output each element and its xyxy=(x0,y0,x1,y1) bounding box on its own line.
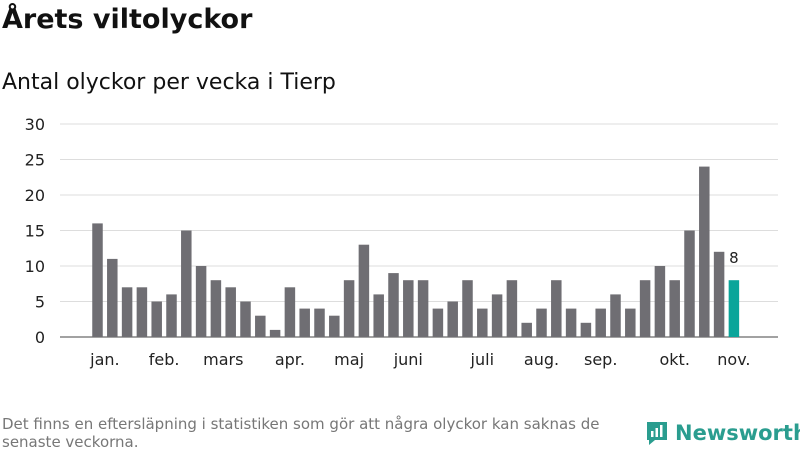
y-tick-label: 15 xyxy=(25,222,45,241)
bar xyxy=(639,280,651,337)
bar xyxy=(240,301,251,337)
x-tick-label: juni xyxy=(393,350,423,369)
bar xyxy=(728,280,740,337)
bar xyxy=(136,287,148,337)
bar xyxy=(388,273,399,337)
x-tick-label: apr. xyxy=(275,350,305,369)
bar xyxy=(521,322,532,337)
chart-subtitle: Antal olyckor per vecka i Tierp xyxy=(2,70,336,95)
bar xyxy=(595,308,606,337)
bar xyxy=(447,301,458,337)
bar xyxy=(580,322,592,337)
bar xyxy=(610,294,621,337)
bar-chart: 0 5 10 15 20 25 30 8 jan. feb. mars apr. maj juni juli… xyxy=(25,115,778,369)
x-tick-label: okt. xyxy=(659,350,689,369)
bar xyxy=(210,280,222,337)
bar xyxy=(255,315,266,337)
bar xyxy=(151,301,162,337)
x-tick-label: sep. xyxy=(584,350,617,369)
bar xyxy=(166,294,177,337)
brand-logo: Newsworthy xyxy=(645,420,800,446)
bar xyxy=(121,287,133,337)
x-tick-label: feb. xyxy=(149,350,180,369)
bar xyxy=(225,287,236,337)
bar xyxy=(403,280,414,337)
bar xyxy=(654,266,666,337)
bar xyxy=(299,308,310,337)
bar xyxy=(314,308,325,337)
bar xyxy=(699,166,710,337)
bar xyxy=(551,280,562,337)
x-tick-label: maj xyxy=(334,350,364,369)
x-tick-label: juli xyxy=(470,350,494,369)
x-tick-label: nov. xyxy=(717,350,750,369)
bar xyxy=(343,280,355,337)
newsworthy-icon xyxy=(647,422,667,445)
bar xyxy=(477,308,488,337)
bar xyxy=(684,230,695,337)
y-tick-label: 30 xyxy=(25,115,45,134)
footnote: Det finns en eftersläpning i statistiken… xyxy=(2,415,600,451)
y-tick-label: 20 xyxy=(25,186,45,205)
bar xyxy=(491,294,503,337)
y-tick-label: 5 xyxy=(35,293,45,312)
brand-name: Newsworthy xyxy=(675,421,800,445)
y-tick-label: 0 xyxy=(35,328,45,347)
x-tick-label: mars xyxy=(203,350,243,369)
bar xyxy=(565,308,577,337)
bar xyxy=(329,315,340,337)
bar xyxy=(462,280,473,337)
bar xyxy=(373,294,384,337)
y-tick-label: 10 xyxy=(25,257,45,276)
bar xyxy=(417,280,429,337)
bar xyxy=(181,230,192,337)
bar xyxy=(625,308,636,337)
bar xyxy=(269,329,281,337)
bar xyxy=(358,244,370,337)
bar xyxy=(195,266,207,337)
data-label: 8 xyxy=(729,249,739,267)
bar xyxy=(669,280,680,337)
bar xyxy=(107,258,118,337)
bar xyxy=(713,251,725,337)
bar xyxy=(432,308,444,337)
y-tick-label: 25 xyxy=(25,151,45,170)
x-tick-label: jan. xyxy=(89,350,119,369)
bar xyxy=(506,280,518,337)
bar xyxy=(92,223,103,337)
chart-title: Årets viltolyckor xyxy=(2,4,253,35)
bar xyxy=(284,287,296,337)
x-tick-label: aug. xyxy=(524,350,559,369)
bar xyxy=(536,308,547,337)
